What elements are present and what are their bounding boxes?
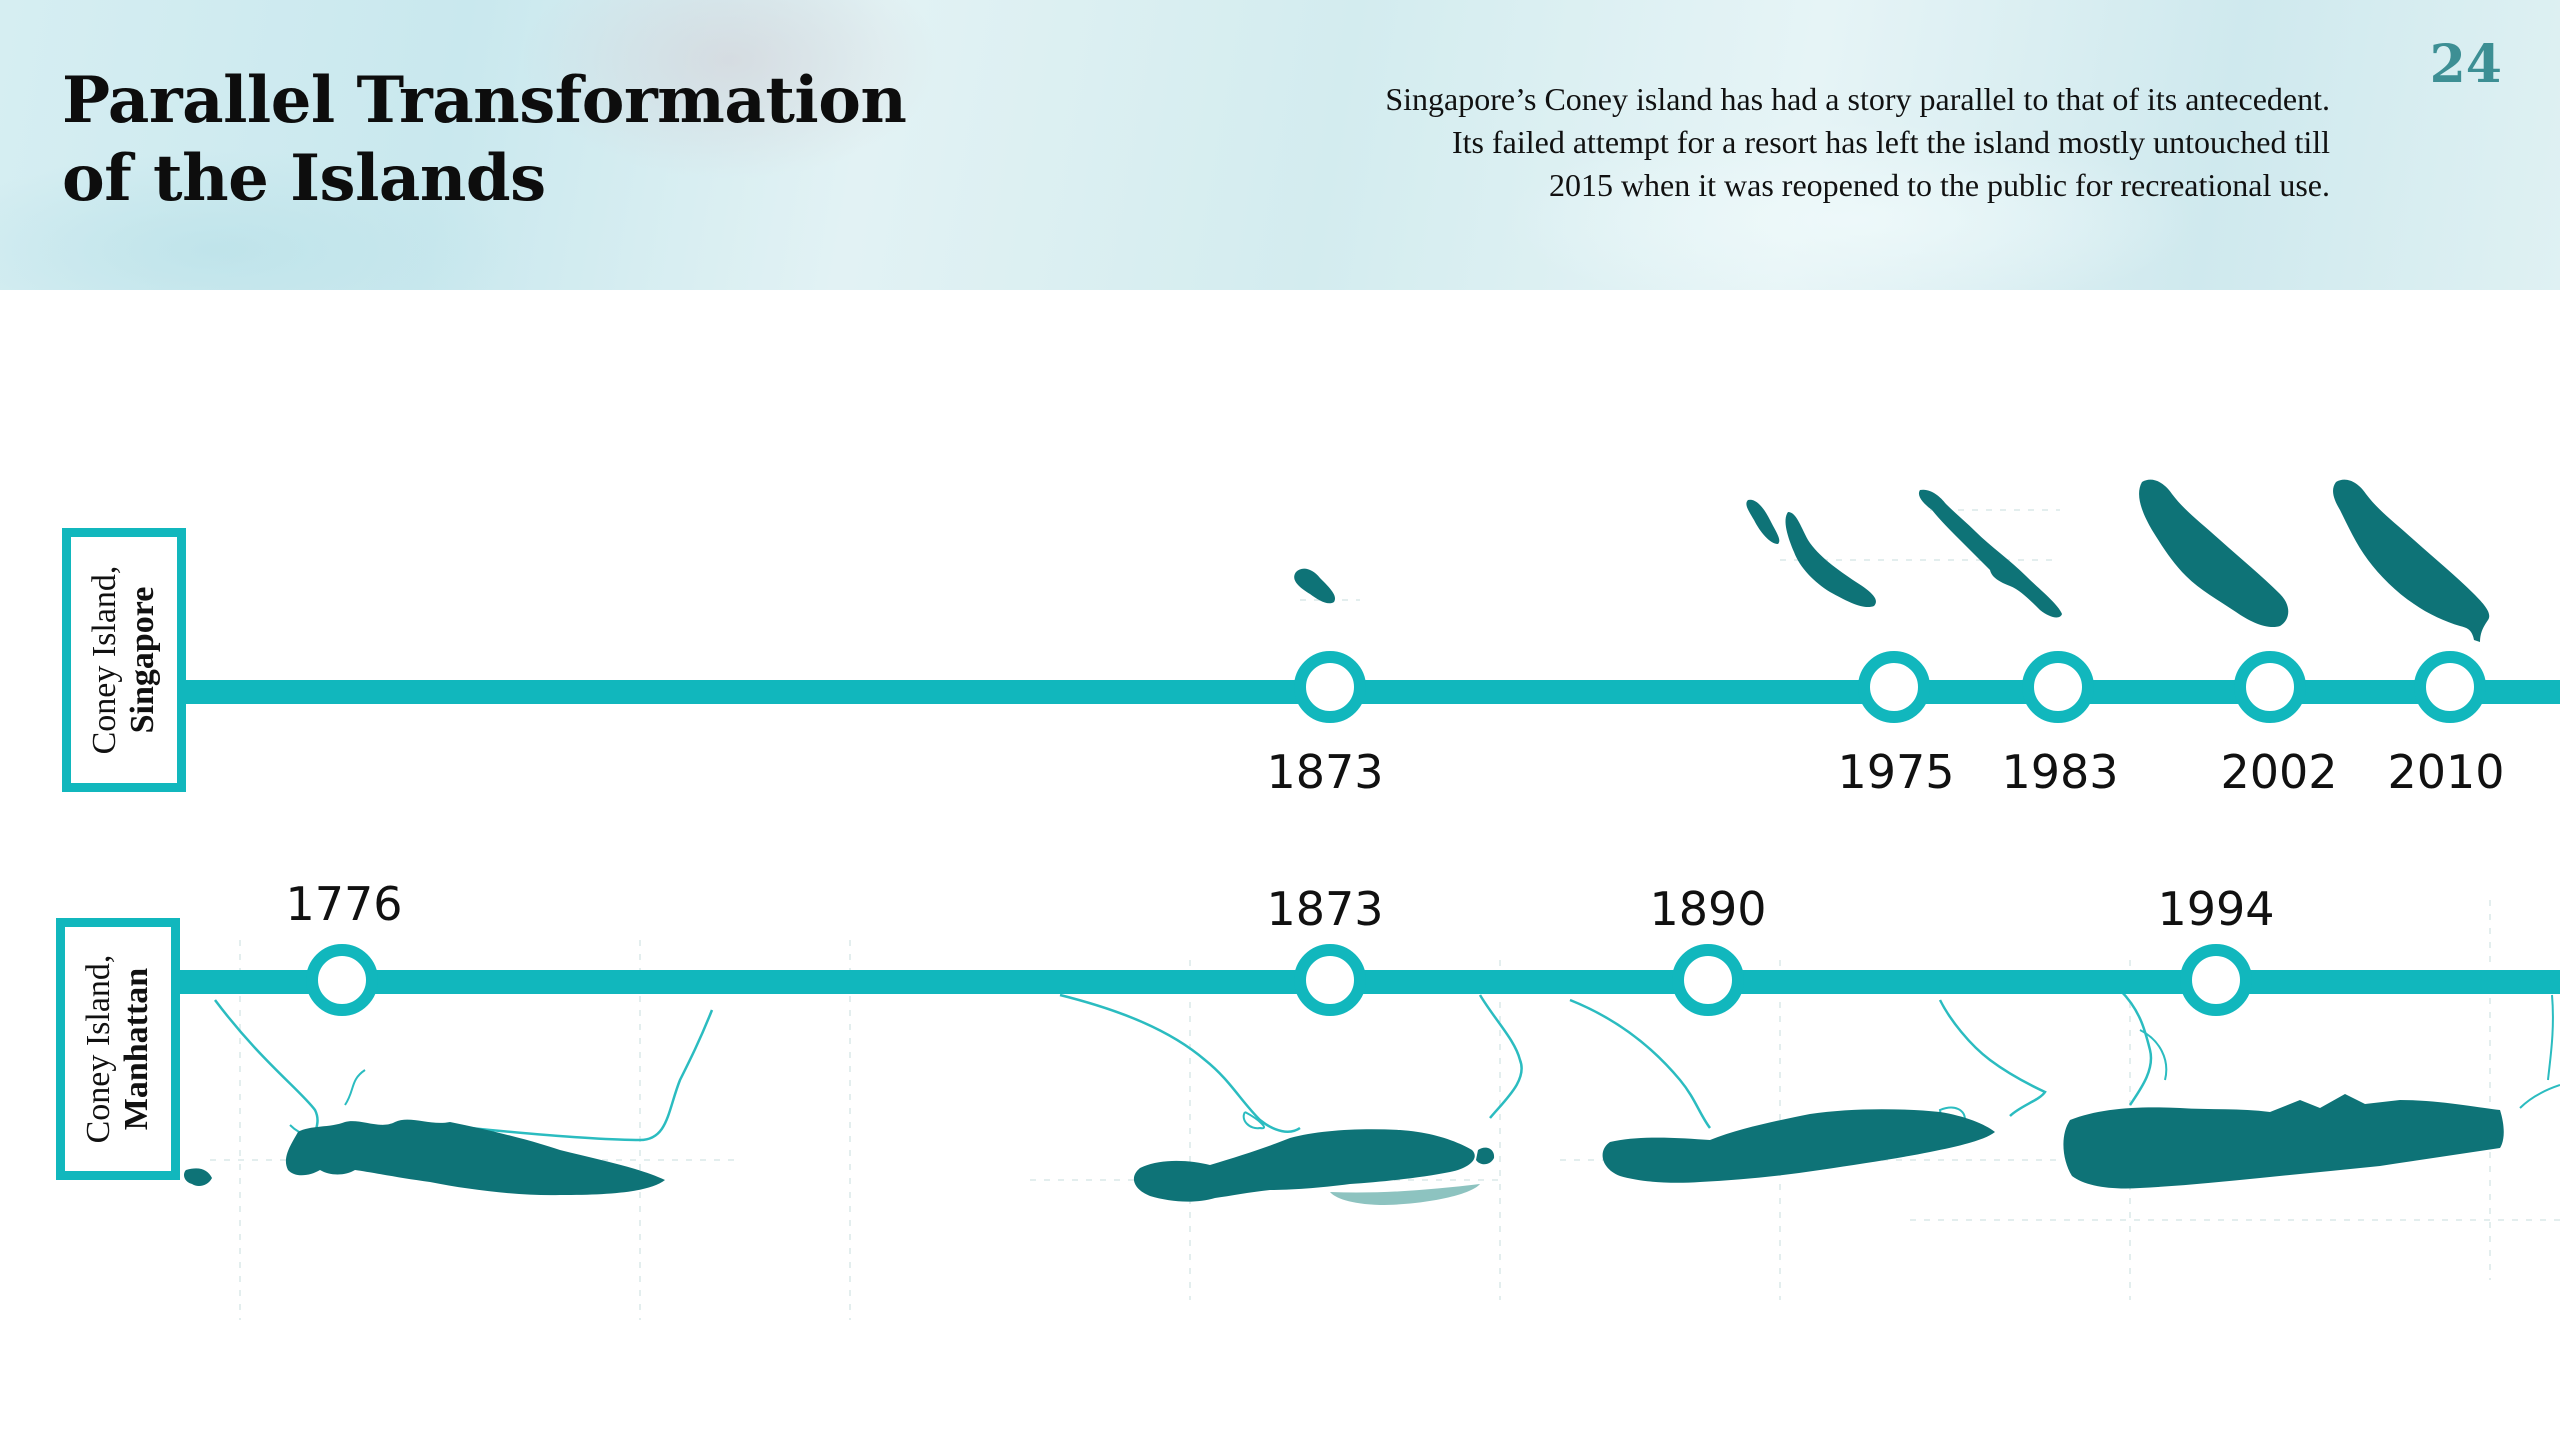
- timeline-node: [2180, 944, 2252, 1016]
- island-map-manhattan-1776: [184, 999, 714, 1196]
- year-label: 2002: [2220, 745, 2337, 799]
- page-description: Singapore’s Coney island has had a story…: [1150, 78, 2330, 207]
- year-label: 1983: [2001, 745, 2118, 799]
- timeline-node: [306, 944, 378, 1016]
- timeline-node: [1294, 944, 1366, 1016]
- timeline-node: [1672, 944, 1744, 1016]
- page-title: Parallel Transformation of the Islands: [62, 63, 907, 216]
- label-manhattan: Coney Island, Manhattan: [56, 918, 180, 1180]
- year-label: 1994: [2157, 882, 2274, 936]
- timeline-node: [1858, 651, 1930, 723]
- island-map-singapore-2002: [2139, 479, 2289, 628]
- timeline-node: [2414, 651, 2486, 723]
- year-label: 1975: [1837, 745, 1954, 799]
- island-map-manhattan-1890: [1569, 998, 2047, 1183]
- island-map-manhattan-1994: [2063, 989, 2560, 1189]
- island-map-singapore-1983: [1918, 489, 2062, 618]
- island-map-manhattan-1873: [1059, 993, 1523, 1205]
- island-map-singapore-1975: [1746, 499, 1876, 608]
- year-label: 1776: [285, 877, 402, 931]
- description-line: 2015 when it was reopened to the public …: [1548, 167, 2330, 203]
- island-map-singapore-2010: [2333, 479, 2490, 642]
- year-label: 1873: [1266, 745, 1383, 799]
- timeline-node: [1294, 651, 1366, 723]
- header-banner: Parallel Transformation of the Islands S…: [0, 0, 2560, 290]
- year-label: 1890: [1649, 882, 1766, 936]
- timeline-node: [2022, 651, 2094, 723]
- label-singapore: Coney Island, Singapore: [62, 528, 186, 792]
- watercolor-wash: [1500, 120, 2200, 290]
- year-label: 2010: [2387, 745, 2504, 799]
- year-label: 1873: [1266, 882, 1383, 936]
- description-line: Singapore’s Coney island has had a story…: [1385, 81, 2330, 117]
- island-map-singapore-1873: [1294, 568, 1336, 604]
- description-line: Its failed attempt for a resort has left…: [1452, 124, 2330, 160]
- page-number: 24: [2429, 34, 2502, 95]
- timeline-node: [2234, 651, 2306, 723]
